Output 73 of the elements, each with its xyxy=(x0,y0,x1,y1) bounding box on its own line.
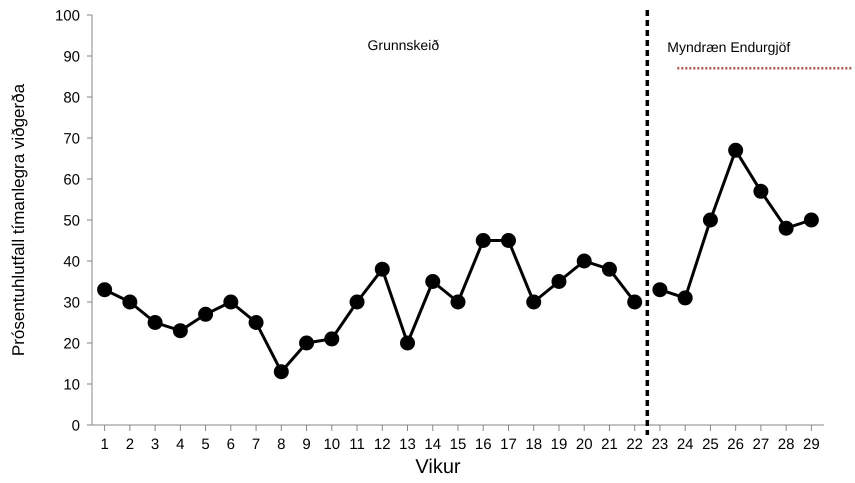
point xyxy=(248,315,264,330)
y-axis-title: Prósentuhlutfall tímanlegra viðgerða xyxy=(9,83,28,356)
x-tick-label: 11 xyxy=(349,436,365,453)
x-tick-label: 8 xyxy=(277,436,286,453)
point xyxy=(274,364,289,380)
y-tick-label: 10 xyxy=(63,376,80,394)
x-tick-label: 22 xyxy=(626,436,644,453)
x-tick-label: 14 xyxy=(424,436,442,453)
x-tick-label: 23 xyxy=(652,436,668,453)
y-tick-label: 20 xyxy=(63,335,80,352)
point xyxy=(324,331,340,346)
point xyxy=(172,323,188,338)
x-tick-label: 29 xyxy=(803,436,820,453)
point xyxy=(678,290,693,306)
point xyxy=(627,294,642,310)
y-tick-label: 90 xyxy=(63,48,80,66)
point xyxy=(450,294,466,310)
y-tick-label: 70 xyxy=(63,130,80,148)
x-tick-label: 25 xyxy=(702,436,719,453)
x-tick-label: 13 xyxy=(399,436,416,453)
x-tick-label: 18 xyxy=(525,436,542,453)
point xyxy=(652,282,668,298)
point xyxy=(122,294,138,310)
x-tick-label: 9 xyxy=(302,436,311,453)
point xyxy=(576,254,592,268)
point xyxy=(299,336,314,350)
y-tick-label: 80 xyxy=(63,89,80,106)
point xyxy=(400,336,416,350)
x-tick-label: 6 xyxy=(226,436,235,453)
point xyxy=(97,282,112,298)
x-tick-label: 2 xyxy=(126,436,134,453)
point xyxy=(350,294,365,310)
x-tick-label: 19 xyxy=(550,436,568,453)
point xyxy=(728,142,744,158)
x-tick-label: 3 xyxy=(150,436,160,453)
x-tick-label: 24 xyxy=(676,436,694,453)
x-tick-label: 7 xyxy=(252,436,260,453)
x-tick-label: 12 xyxy=(374,436,391,453)
y-tick-label: 0 xyxy=(72,417,80,434)
x-tick-label: 26 xyxy=(727,436,744,453)
x-tick-label: 15 xyxy=(450,436,466,453)
x-tick-label: 17 xyxy=(500,436,517,453)
point xyxy=(223,294,238,310)
annotation: Grunnskeið xyxy=(368,37,440,53)
point xyxy=(602,262,617,277)
x-tick-label: 20 xyxy=(576,436,593,453)
annotation: Myndræn Endurgjöf xyxy=(667,39,790,55)
point xyxy=(425,274,440,289)
point xyxy=(526,294,542,310)
point xyxy=(476,233,491,248)
point xyxy=(500,233,516,248)
point xyxy=(804,212,819,228)
y-tick-label: 50 xyxy=(63,212,80,230)
y-tick-label: 40 xyxy=(63,253,80,270)
point xyxy=(702,212,718,228)
point xyxy=(148,315,163,330)
point xyxy=(374,262,390,277)
x-tick-label: 16 xyxy=(474,436,492,453)
x-tick-label: 1 xyxy=(100,436,109,453)
x-tick-label: 27 xyxy=(752,436,770,453)
x-tick-label: 5 xyxy=(201,436,210,453)
point xyxy=(551,274,566,289)
x-axis-title: Vikur xyxy=(415,456,461,478)
y-tick-label: 100 xyxy=(54,7,80,24)
x-tick-label: 21 xyxy=(601,436,618,453)
point xyxy=(778,220,794,236)
y-tick-label: 30 xyxy=(63,294,80,312)
x-tick-label: 28 xyxy=(778,436,794,453)
point xyxy=(753,184,768,199)
point xyxy=(198,306,214,322)
x-tick-label: 4 xyxy=(176,436,185,453)
y-tick-label: 60 xyxy=(63,171,80,188)
x-tick-label: 10 xyxy=(323,436,340,453)
